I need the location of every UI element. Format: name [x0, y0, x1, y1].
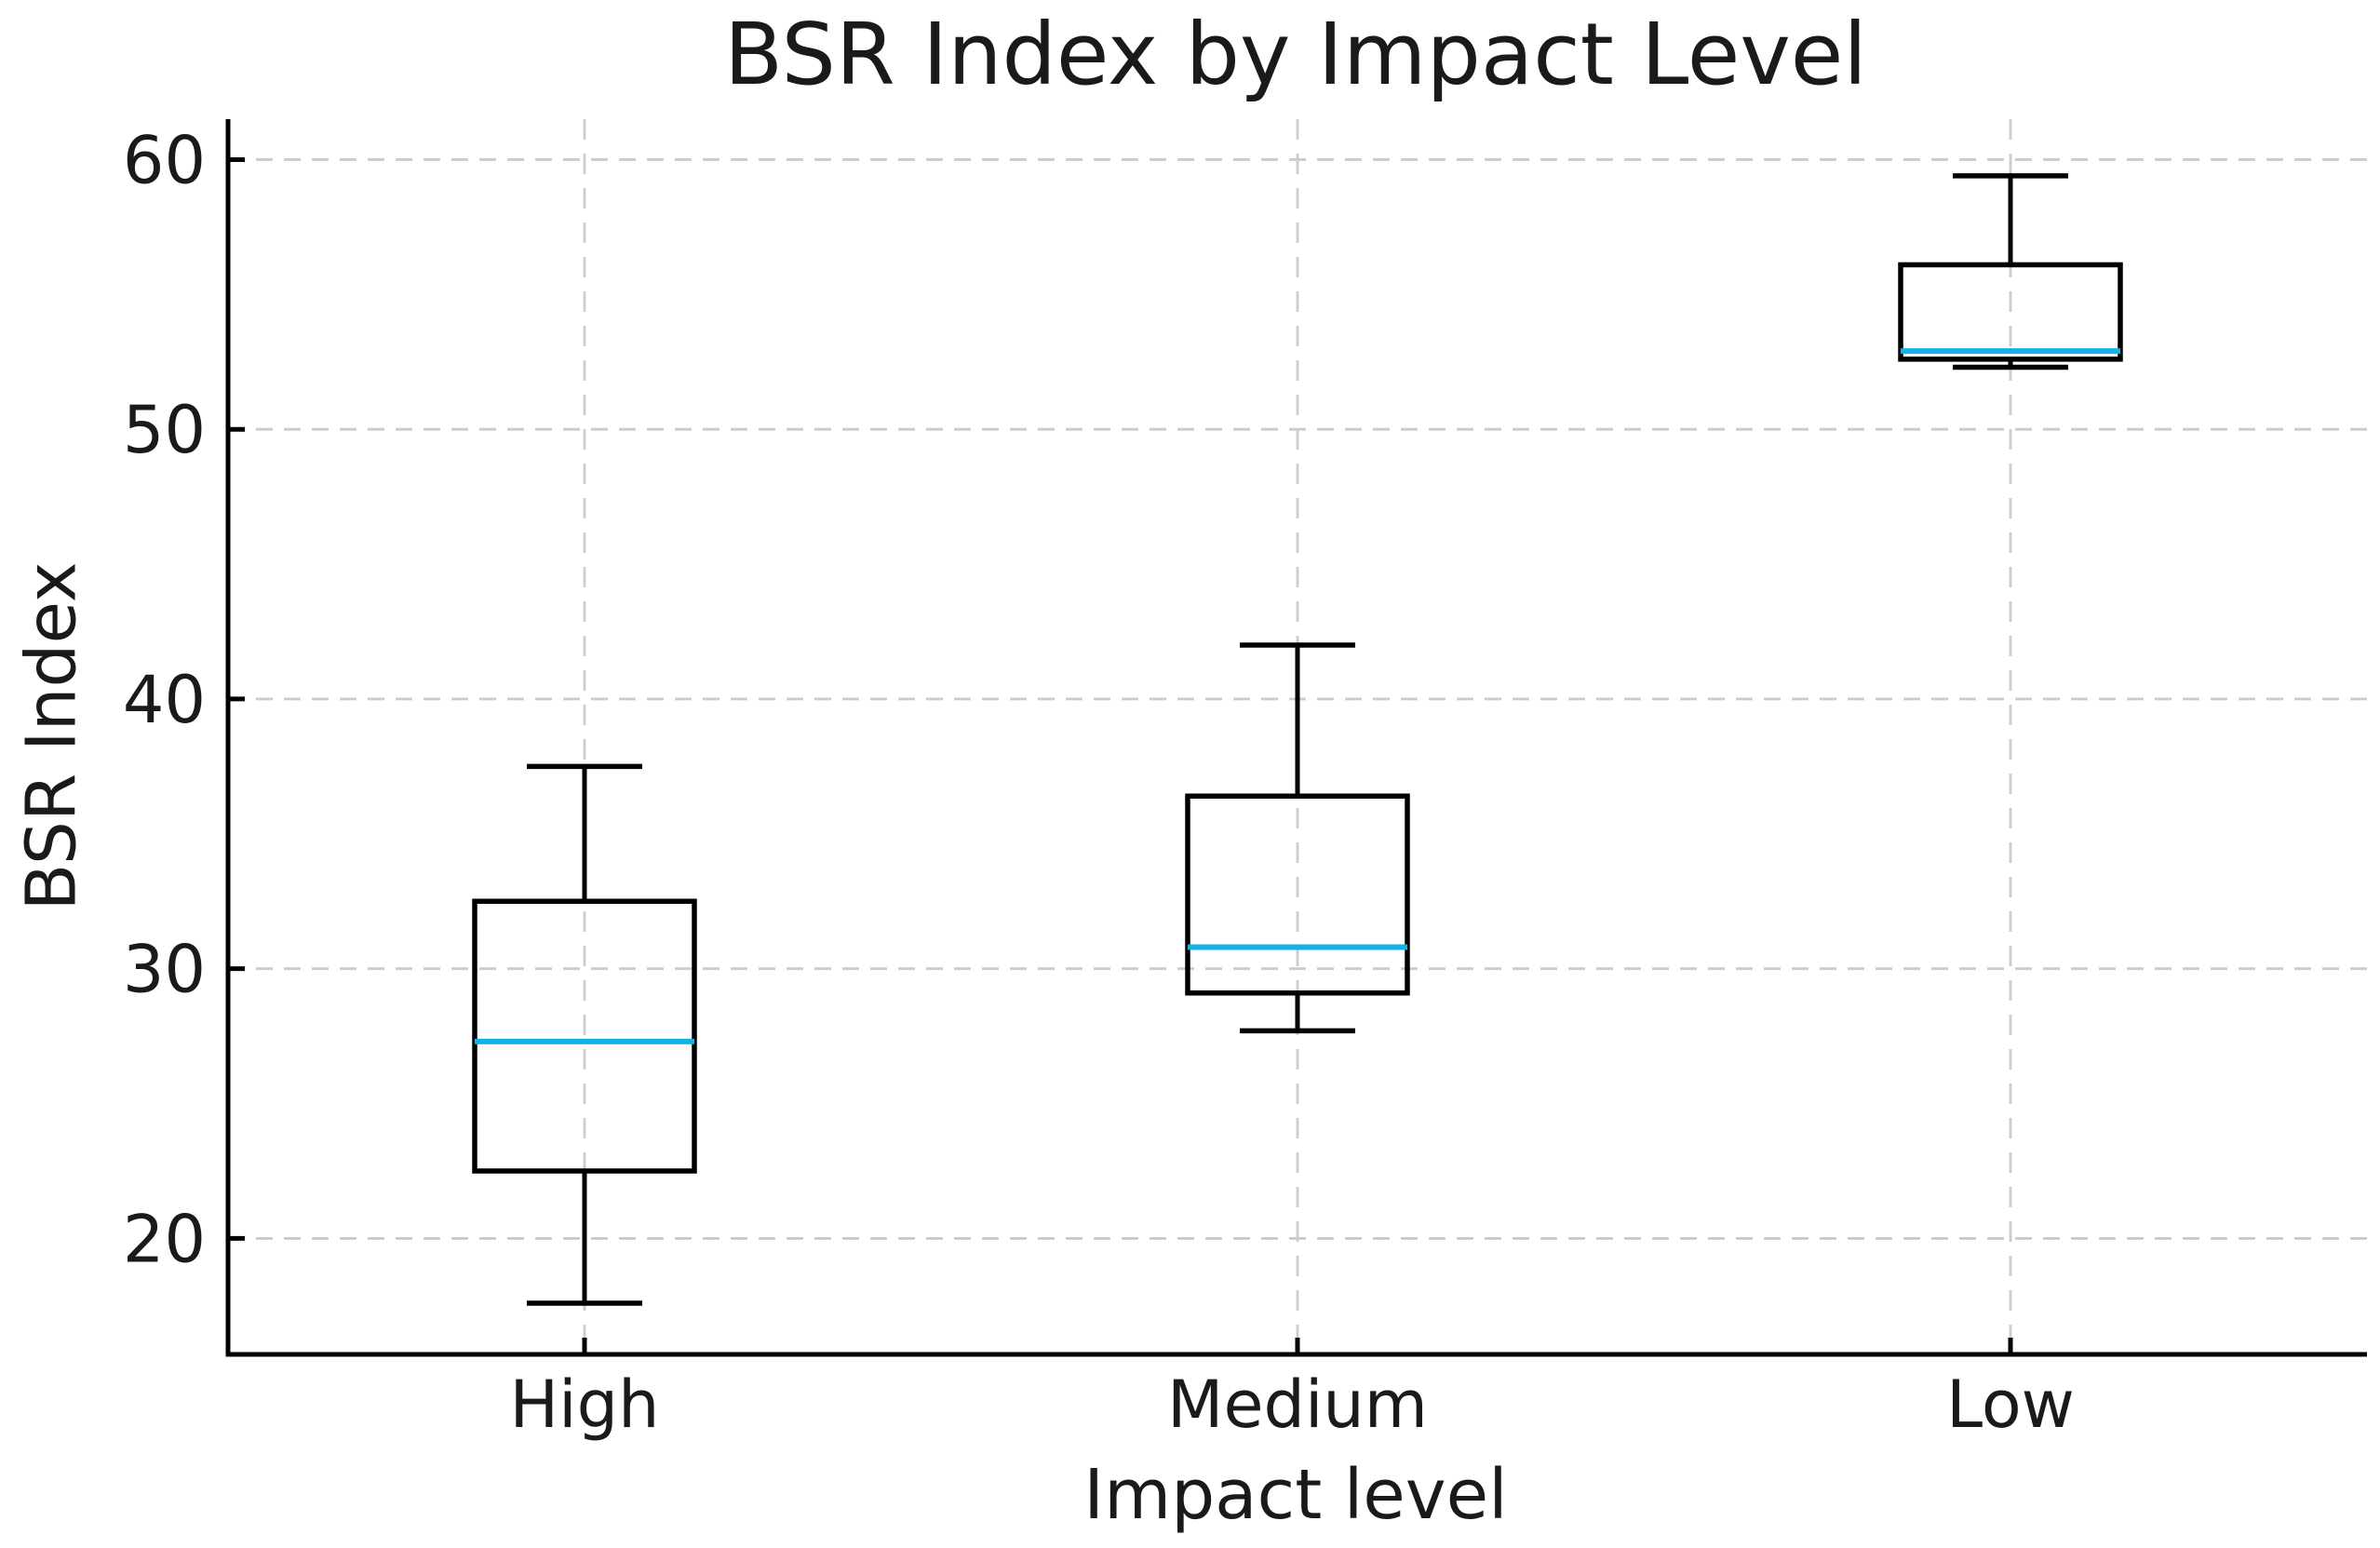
y-tick-label-30: 30 [123, 932, 206, 1008]
x-tick-label-medium: Medium [1167, 1366, 1428, 1443]
box-rect [1185, 793, 1410, 996]
box-rect [1898, 262, 2123, 362]
box-medium [1185, 642, 1410, 1034]
y-tick-label-60: 60 [123, 122, 206, 198]
x-axis-label: Impact level [1083, 1455, 1508, 1535]
y-tick-label-50: 50 [123, 392, 206, 468]
box-high [472, 763, 697, 1306]
x-tick-label-high: High [510, 1366, 660, 1443]
box-low [1898, 173, 2123, 370]
y-tick-label-40: 40 [123, 662, 206, 738]
y-axis-label: BSR Index [11, 561, 92, 911]
chart-title: BSR Index by Impact Level [724, 5, 1867, 104]
y-tick-label-20: 20 [123, 1201, 206, 1277]
x-tick-label-low: Low [1946, 1366, 2075, 1443]
box-rect [472, 898, 697, 1174]
